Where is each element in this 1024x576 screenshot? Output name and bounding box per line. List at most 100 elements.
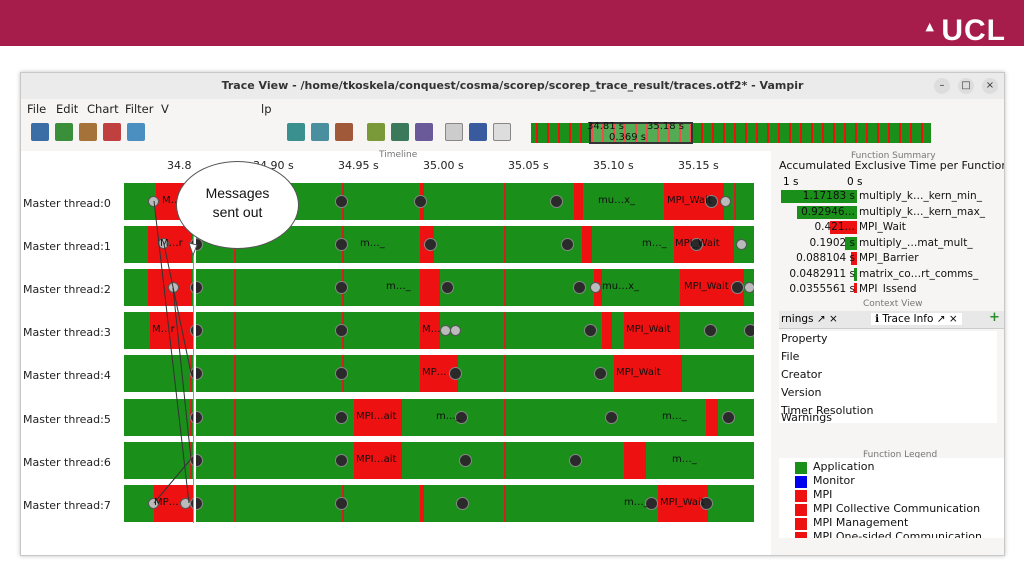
callout-pointer [188,242,198,257]
message-lines [153,200,192,504]
zoom-start: 34.81 s [587,121,625,132]
function-summary-row[interactable]: 0.1902 s multiply_…mat_mult_ [779,236,1004,252]
summary-function-name: multiply_k…_kern_max_ [859,205,986,218]
summary-bar [796,205,857,219]
legend-item[interactable]: MPI One-sided Communication [795,530,995,538]
tab-trace-info[interactable]: ℹ Trace Info ↗ × [871,313,962,325]
row-label: Master thread:5 [23,413,111,426]
row-label: Master thread:3 [23,326,111,339]
menu-file[interactable]: File [27,102,47,116]
legend-item[interactable]: Monitor [795,474,995,488]
legend-label: Monitor [813,474,855,487]
menu-view[interactable]: V [161,102,169,116]
segment-label: m…_ [386,281,411,292]
row-label: Master thread:0 [23,197,111,210]
tick-label: 34.95 s [338,159,379,172]
tab-warnings[interactable]: rnings ↗ × [781,313,838,325]
summary-function-name: multiply_k…_kern_min_ [859,190,982,202]
master-timeline-icon[interactable] [31,123,49,141]
thread-bar-4[interactable]: MP… MPI_Wait [124,355,754,392]
axis-label: 1 s [783,176,799,188]
function-summary-list[interactable]: 1.17183 s multiply_k…_kern_min_ 0.92946… mu… [779,189,1004,293]
menu-filter[interactable]: Filter [125,102,154,116]
notes-icon[interactable] [493,123,511,141]
add-tab-icon[interactable]: + [989,310,1000,325]
segment-label: MPI…ait [356,411,397,422]
counter-timeline-icon[interactable] [79,123,97,141]
segment-label: M… [422,324,441,335]
property-item[interactable]: File [781,350,800,363]
process-timeline-icon[interactable] [55,123,73,141]
thread-bar-7[interactable]: MP… m…_ MPI_Wait [124,485,754,522]
trace-info-table: Property File Creator Version Timer Reso… [779,331,997,423]
menu-edit[interactable]: Edit [56,102,79,116]
context-tabs: rnings ↗ × ℹ Trace Info ↗ × + [779,310,1004,329]
legend-swatch [795,532,807,538]
communication-matrix-icon[interactable] [311,123,329,141]
property-item[interactable]: Warnings [781,411,832,424]
summary-function-name: MPI_Issend [859,283,917,293]
menu-help[interactable]: lp [261,102,272,116]
segment-label: MPI_Wait [616,367,661,378]
function-summary-row[interactable]: 1.17183 s multiply_k…_kern_min_ [779,189,1004,205]
legend-item[interactable]: MPI Collective Communication [795,502,995,516]
summary-value: 0.421… [814,221,855,233]
call-tree-icon[interactable] [367,123,385,141]
maximize-icon[interactable]: □ [958,78,974,94]
right-panels: Function Summary Accumulated Exclusive T… [779,151,1004,555]
segment-label: MP… [422,367,447,378]
minimize-icon[interactable]: – [934,78,950,94]
legend-swatch [795,462,807,474]
function-summary-title: Function Summary [851,151,936,161]
legend-swatch [795,504,807,516]
zoom-length: 0.369 s [609,132,647,143]
function-summary-row[interactable]: 0.421… MPI_Wait [779,220,1004,236]
window-title: Trace View - /home/tkoskela/conquest/cos… [21,73,1004,99]
io-summary-icon[interactable] [335,123,353,141]
legend-label: MPI One-sided Communication [813,530,982,538]
summary-value: 1.17183 s [802,190,855,202]
segment-label: MPI_Wait [660,497,705,508]
function-legend-title: Function Legend [863,450,938,460]
performance-radar-icon[interactable] [103,123,121,141]
segment-label: m…_ [672,454,697,465]
close-icon[interactable]: × [982,78,998,94]
thread-bar-2[interactable]: m…_ mu…x_ MPI_Wait [124,269,754,306]
thread-bar-3[interactable]: M…r M… MPI_Wait [124,312,754,349]
summary-bar [851,252,857,265]
summary-chart-icon[interactable] [127,123,145,141]
tick-label: 35.10 s [593,159,634,172]
legend-item[interactable]: MPI Management [795,516,995,530]
menu-chart[interactable]: Chart [87,102,119,116]
toolbar: 34.81 s 35.18 s 0.369 s [21,119,1004,147]
segment-label: mu…x_ [598,195,635,206]
zoom-overview[interactable]: 34.81 s 35.18 s 0.369 s [531,121,931,144]
tick-label: 35.15 s [678,159,719,172]
legend-item[interactable]: MPI [795,488,995,502]
message-summary-icon[interactable] [287,123,305,141]
thread-bar-5[interactable]: MPI…ait m…_ m…_ [124,399,754,436]
legend-item[interactable]: Application [795,460,995,474]
property-item[interactable]: Timer Resolution [781,404,874,417]
function-summary-row[interactable]: 0.0482911 s matrix_co…rt_comms_ [779,267,1004,283]
segment-label: MPI_Wait [675,238,720,249]
messages-callout: Messages sent out [176,161,299,249]
thread-bar-6[interactable]: MPI…ait m…_ [124,442,754,479]
time-cursor[interactable] [193,178,196,523]
property-item[interactable]: Version [781,386,822,399]
summary-value: 0.0355561 s [789,283,855,293]
marker-icon[interactable] [469,123,487,141]
function-summary-row[interactable]: 0.92946… multiply_k…_kern_max_ [779,205,1004,221]
hierarchy-icon[interactable] [415,123,433,141]
function-summary-row[interactable]: 0.0355561 s MPI_Issend [779,282,1004,293]
function-summary-row[interactable]: 0.088104 s MPI_Barrier [779,251,1004,267]
callout-line: sent out [212,204,263,220]
tick-label: 34.8 [167,159,192,172]
zoom-selection[interactable] [589,122,693,144]
zoom-end: 35.18 s [647,121,685,132]
segment-label: MPI_Wait [626,324,671,335]
property-item[interactable]: Creator [781,368,823,381]
process-summary-icon[interactable] [391,123,409,141]
property-header: Property [781,332,828,345]
context-view-icon[interactable] [445,123,463,141]
